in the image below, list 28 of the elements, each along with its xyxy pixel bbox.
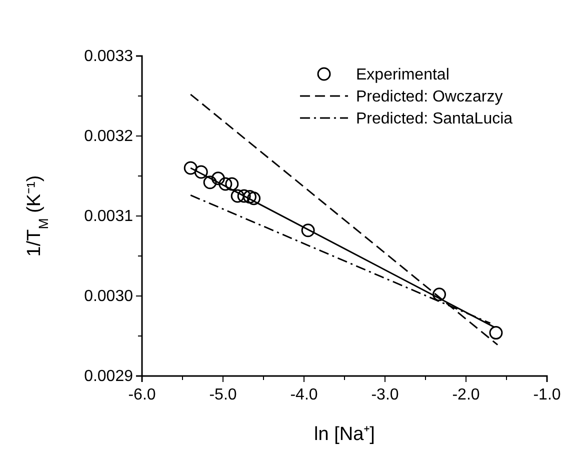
- point: [194, 165, 208, 179]
- x-tick-label: -3.0: [371, 386, 399, 404]
- point: [247, 192, 261, 206]
- x-tick-label: -5.0: [209, 386, 237, 404]
- point: [203, 176, 217, 190]
- legend-label: Predicted: Owczarzy: [356, 88, 503, 106]
- point: [301, 224, 315, 238]
- y-tick-label: 0.0033: [84, 48, 134, 66]
- legend-label: Predicted: SantaLucia: [356, 110, 513, 128]
- x-axis-title: ln [Na⁺]: [314, 424, 375, 445]
- point: [432, 288, 446, 302]
- point: [230, 189, 244, 203]
- point: [242, 190, 256, 204]
- y-tick-label: 0.0030: [84, 288, 134, 306]
- x-tick-label: -4.0: [290, 386, 318, 404]
- point: [211, 172, 225, 186]
- point: [237, 189, 251, 203]
- point: [489, 326, 503, 340]
- x-tick-label: -1.0: [533, 386, 561, 404]
- x-tick-label: -6.0: [128, 386, 156, 404]
- y-tick-label: 0.0029: [84, 368, 134, 386]
- point: [218, 177, 232, 191]
- y-tick-label: 0.0032: [84, 128, 134, 146]
- legend-label: Experimental: [356, 66, 450, 84]
- point: [225, 177, 239, 191]
- x-tick-label: -2.0: [452, 386, 480, 404]
- y-tick-label: 0.0031: [84, 208, 134, 226]
- point: [184, 161, 198, 175]
